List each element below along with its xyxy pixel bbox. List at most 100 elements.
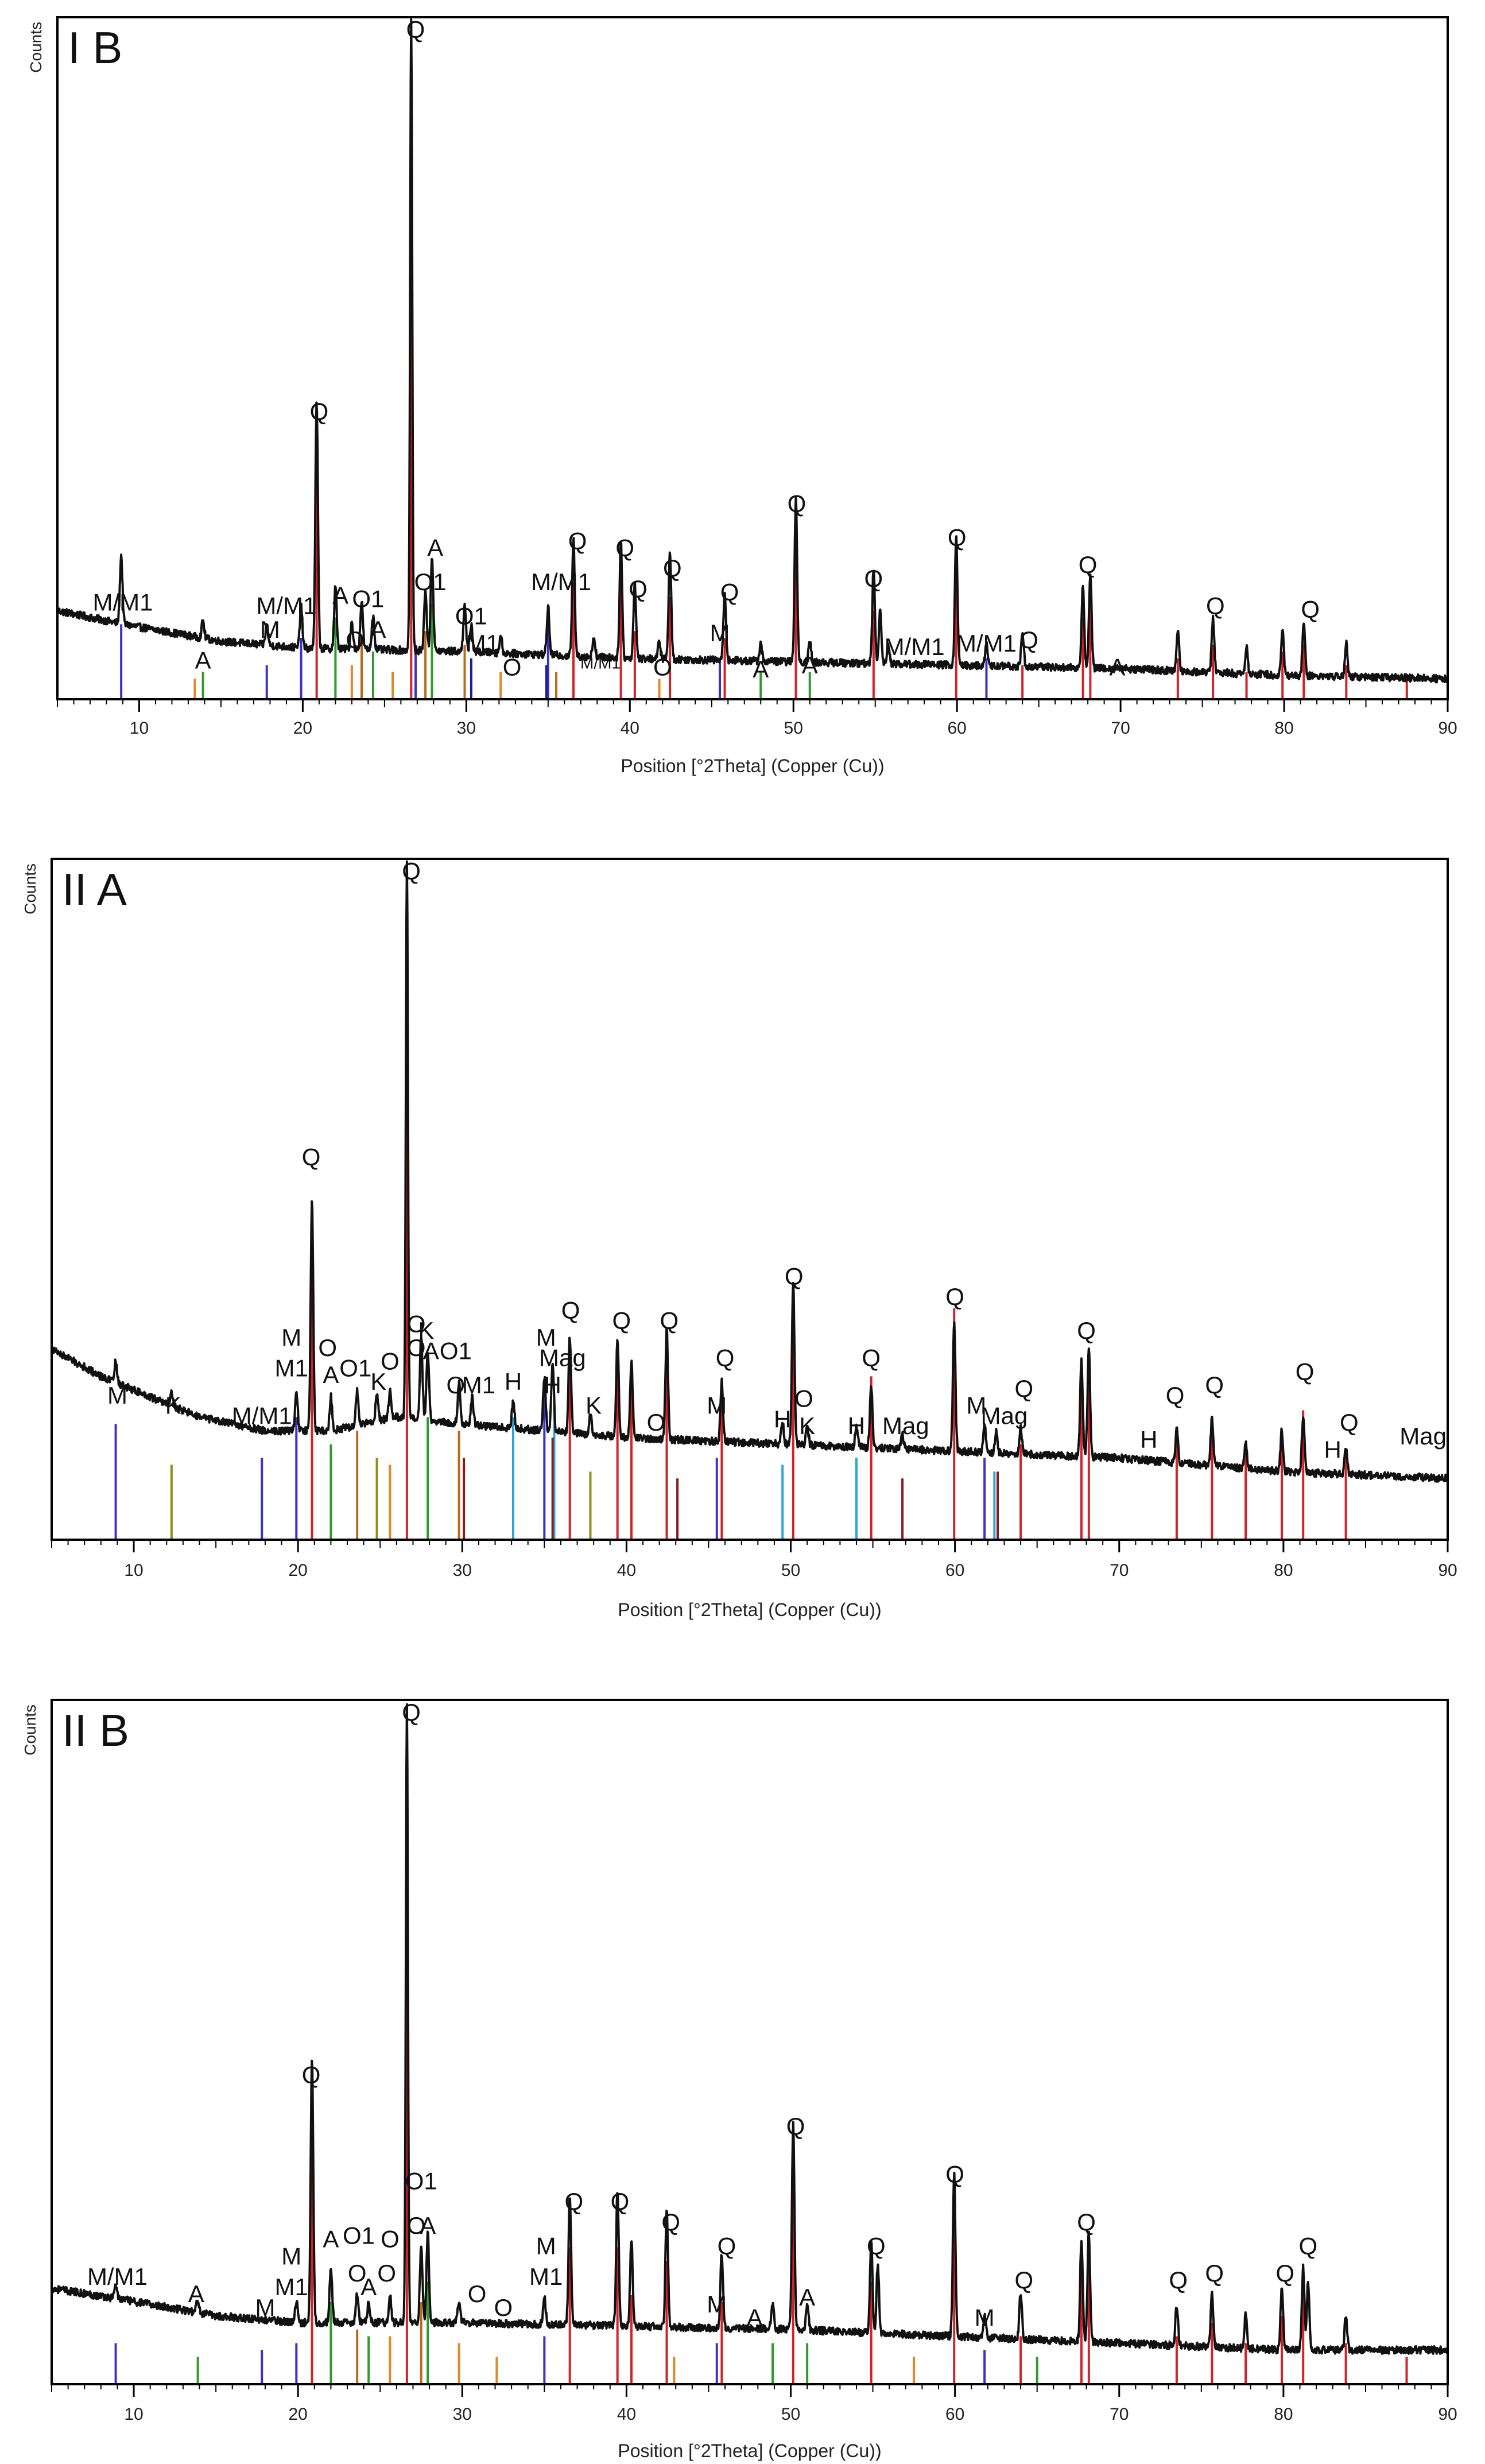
peak-label: A [802,652,818,679]
x-tick-label: 60 [945,1561,964,1580]
peak-label: A [799,2284,815,2311]
x-tick-label: 80 [1274,719,1293,738]
peak-label: Q [565,2188,584,2215]
plot-frame [51,858,1449,1541]
peak-label: Q [661,2209,680,2236]
peak-label: Q [302,1144,321,1171]
peak-label: Q [1077,2209,1096,2236]
x-axis: 10 20 30 40 50 60 70 80 90 [51,1540,1457,1580]
peak-label: O [494,2294,513,2321]
peak-label: M1 [462,1372,495,1398]
peak-label: O1 [343,2222,375,2249]
peak-label: Q [945,1283,964,1310]
reference-lines [120,65,1408,699]
peak-label: Q [611,2188,630,2215]
x-tick-label: 10 [124,2405,143,2424]
peak-label: Q [948,524,967,551]
peak-label: M/M1 [885,633,945,660]
peak-label: H [774,1405,791,1432]
x-tick-label: 10 [130,719,149,738]
reference-lines [114,872,1347,1540]
peak-label: Q [1169,2267,1188,2293]
panel-ib: 10 20 30 40 50 60 70 80 90 Position [°2Theta] (Co… [0,0,1485,804]
peak-label: M/M1 [87,2263,148,2290]
peak-label: O1 [352,586,384,613]
peak-label: M [281,2242,301,2269]
peak-label: Q [718,2233,736,2260]
peak-label: Q [785,1262,804,1289]
peak-label: O [794,1385,813,1412]
peak-label: M [710,619,730,646]
peak-label: Q [720,579,739,606]
peak-label: A [332,582,348,609]
peak-label: O1 [414,568,447,595]
diffraction-trace [51,1703,1448,2355]
peak-label: A [420,2212,436,2239]
peak-label: A [1109,653,1125,680]
peak-label: O [407,2212,426,2239]
peak-label: O [647,1409,666,1436]
peak-label: M [966,1392,986,1419]
peak-label: A [370,616,386,643]
peak-label: Q [1296,1358,1315,1385]
peak-label: O [407,1310,426,1337]
peak-label: Q [788,490,807,517]
peak-label: O [468,2280,487,2307]
x-axis-title: Position [°2Theta] (Copper (Cu)) [618,1599,881,1620]
peak-label: M [707,2291,727,2318]
x-tick-label: 10 [124,1561,143,1580]
peak-label: M [536,1324,556,1351]
y-axis-title: Counts [21,863,39,915]
peak-label: Q [302,2062,321,2089]
peak-label: O [503,653,522,680]
x-tick-label: 80 [1274,2405,1293,2424]
peak-label: A [423,1338,439,1365]
peak-label: Q [864,565,883,592]
plot-frame [51,1699,1449,2385]
x-tick-label: 30 [453,2405,472,2424]
x-tick-label: 20 [293,719,312,738]
peak-label: Q [1275,2260,1294,2287]
panel-iib: 10 20 30 40 50 60 70 80 90 Position [°2Theta] (Co… [0,1679,1485,2464]
peak-label: M1 [529,2263,563,2290]
peak-label: Q [612,1307,631,1334]
x-axis: 10 20 30 40 50 60 70 80 90 [51,2384,1457,2424]
panel-title: II B [62,1705,129,1756]
peak-label: M1 [275,1354,308,1381]
peak-label: O [407,1334,426,1361]
peak-label: Q [1205,1372,1224,1398]
diffraction-trace [56,18,1449,684]
x-tick-label: 70 [1110,2405,1129,2424]
peak-label: Q [1205,2260,1224,2287]
plot-frame [56,16,1449,700]
chart-panel-iib: 10 20 30 40 50 60 70 80 90 Position [°2Theta] (Co… [21,1699,1457,2461]
peak-label: K [586,1392,602,1419]
peak-label: M/M1 [531,568,591,595]
peak-label: O [381,2226,400,2253]
peak-label: K [418,1317,434,1344]
peak-label: Q [561,1297,580,1324]
peak-label: Q [310,398,329,425]
x-tick-label: 80 [1274,1561,1293,1580]
peak-label: Q [402,858,421,885]
peak-label: K [165,1392,181,1419]
x-tick-label: 90 [1438,2405,1457,2424]
peak-label: M [707,1392,727,1419]
peak-label: Q [716,1345,735,1372]
peak-label: A [323,2226,339,2253]
peak-label: Q [867,2233,886,2260]
peak-label: M1 [466,630,499,657]
peak-label: M/M1 [256,592,316,619]
peak-label: Q [1298,2233,1317,2260]
peak-label: Q [1340,1409,1359,1436]
peak-label: Mag [1399,1423,1447,1450]
peak-label: Q [1166,1382,1185,1409]
peak-label: Q [406,16,425,43]
peak-label: K [799,1412,815,1439]
peak-label: O1 [455,602,487,629]
peak-label: Q [786,2113,805,2140]
x-tick-label: 50 [781,2405,800,2424]
peak-label: Q [660,1307,678,1334]
chart-panel-iia: 10 20 30 40 50 60 70 80 90 Position [°2Theta] (Co… [21,858,1457,1620]
